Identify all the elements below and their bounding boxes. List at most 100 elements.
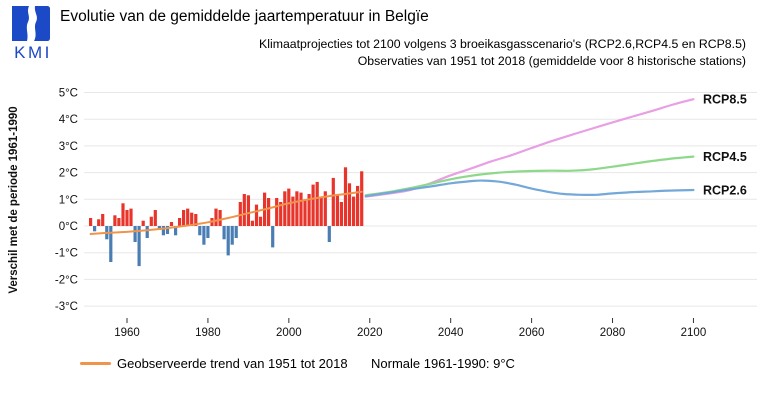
y-tick-label: -1°C: [55, 248, 78, 260]
bar-1967: [153, 210, 157, 226]
y-tick-label: 4°C: [59, 114, 78, 126]
x-tick-label: 2100: [681, 327, 707, 339]
scenario-label-rcp26: RCP2.6: [703, 183, 747, 197]
bar-1953: [97, 219, 101, 226]
kmi-logo-text: KMI: [14, 43, 52, 61]
chart-legend: Geobserveerde trend van 1951 tot 2018 No…: [0, 354, 761, 374]
bar-2013: [339, 202, 343, 226]
bar-1997: [275, 198, 279, 226]
bar-1978: [198, 226, 202, 236]
bar-2005: [307, 194, 311, 226]
bar-1969: [161, 226, 165, 236]
bar-1958: [117, 218, 121, 226]
x-tick-label: 1980: [195, 327, 221, 339]
bar-2007: [315, 181, 319, 226]
bar-2011: [331, 177, 335, 226]
bar-2001: [291, 196, 295, 226]
x-tick-label: 2000: [276, 327, 302, 339]
bar-1996: [271, 226, 275, 248]
x-tick-label: 2020: [357, 327, 383, 339]
x-tick-label: 2080: [600, 327, 626, 339]
bar-1971: [169, 222, 174, 226]
bar-1991: [250, 220, 254, 226]
bar-2014: [343, 167, 348, 226]
observed-trend-line: [89, 190, 363, 235]
scenario-label-rcp45: RCP4.5: [703, 150, 747, 164]
chart-subtitles: Klimaatprojecties tot 2100 volgens 3 bro…: [200, 36, 746, 70]
bar-1966: [149, 216, 153, 226]
bar-1976: [190, 212, 194, 226]
kmi-logo: KMI: [12, 6, 52, 61]
bar-2010: [327, 226, 331, 242]
bar-1995: [267, 198, 271, 226]
bar-1990: [246, 195, 250, 226]
bar-1982: [214, 208, 218, 226]
subtitle-projections: Klimaatprojecties tot 2100 volgens 3 bro…: [259, 37, 746, 51]
page-title: Evolutie van de gemiddelde jaartemperatu…: [60, 8, 429, 25]
y-tick-label: 2°C: [59, 168, 78, 180]
bar-2003: [299, 192, 303, 226]
bar-2000: [287, 188, 291, 226]
bar-1988: [238, 202, 242, 226]
bar-2004: [303, 199, 307, 226]
bar-2015: [347, 183, 352, 226]
bar-1986: [230, 226, 234, 245]
bar-1977: [194, 214, 198, 226]
projection-line-rcp26: [364, 179, 695, 198]
normal-reference-label: Normale 1961-1990: 9°C: [371, 356, 515, 371]
bar-1957: [113, 215, 117, 226]
y-tick-label: 3°C: [59, 141, 78, 153]
bar-1993: [258, 216, 263, 226]
bar-2018: [360, 171, 364, 226]
bar-1962: [133, 226, 137, 242]
bar-1980: [206, 226, 210, 238]
bar-2016: [352, 196, 356, 226]
projection-line-rcp85: [364, 98, 695, 198]
x-tick-label: 1960: [114, 327, 140, 339]
bar-2006: [311, 184, 315, 226]
subtitle-observations: Observaties van 1951 tot 2018 (gemiddeld…: [357, 54, 746, 68]
bar-1961: [129, 208, 133, 226]
bar-1999: [283, 191, 287, 226]
bar-1984: [222, 226, 226, 240]
bar-1975: [186, 208, 190, 226]
bar-2008: [319, 196, 323, 226]
bar-1973: [178, 218, 182, 226]
y-axis-title: Verschil met de periode 1961-1990: [8, 106, 20, 293]
y-tick-label: 1°C: [59, 194, 78, 206]
bar-1965: [145, 226, 149, 238]
kmi-logo-mark: [12, 6, 50, 41]
bar-2012: [335, 195, 339, 226]
bar-2009: [323, 191, 327, 226]
y-tick-label: 5°C: [59, 88, 78, 100]
scenario-label-rcp85: RCP8.5: [703, 93, 747, 107]
x-tick-label: 2060: [519, 327, 545, 339]
bar-1970: [165, 226, 170, 234]
bar-1985: [226, 226, 230, 256]
bar-2017: [356, 185, 360, 226]
bar-1992: [254, 204, 259, 226]
bar-1963: [137, 226, 141, 267]
bar-1983: [218, 210, 222, 226]
bar-1954: [101, 214, 105, 226]
bar-1960: [125, 210, 129, 226]
bar-1987: [234, 226, 238, 238]
y-tick-label: 0°C: [59, 221, 78, 233]
x-tick-label: 2040: [438, 327, 464, 339]
bar-1998: [279, 202, 283, 226]
trend-legend-label: Geobserveerde trend van 1951 tot 2018: [117, 356, 348, 371]
bar-1952: [93, 226, 97, 232]
bar-1974: [182, 210, 186, 226]
projection-line-rcp45: [364, 155, 695, 197]
y-tick-label: -3°C: [55, 301, 78, 313]
bar-1964: [141, 220, 145, 226]
trend-line-swatch: [80, 362, 111, 365]
bar-1989: [242, 194, 246, 226]
bar-1972: [174, 226, 178, 236]
bar-1979: [202, 226, 206, 245]
bar-1956: [109, 226, 113, 262]
bar-1959: [121, 203, 125, 226]
y-tick-label: -2°C: [55, 274, 78, 286]
